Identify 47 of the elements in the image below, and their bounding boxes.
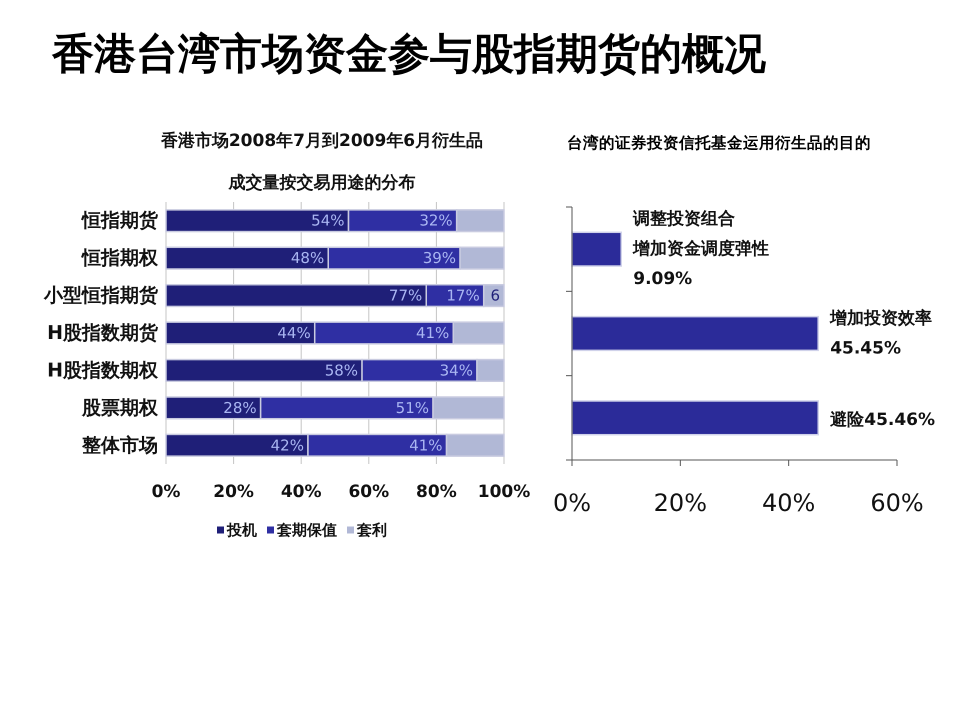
data-label: 45.45%	[830, 338, 901, 358]
legend-label: 套期保值	[276, 521, 337, 539]
data-label: 77%	[388, 286, 422, 305]
legend-label: 投机	[226, 521, 257, 539]
y-tick-label: 增加投资效率	[829, 308, 932, 328]
x-tick-label: 100%	[478, 482, 530, 502]
data-label: 39%	[422, 249, 456, 268]
data-label: 41%	[409, 436, 443, 454]
chart-title: 台湾的证券投资信托基金运用衍生品的目的	[567, 133, 871, 152]
bar	[571, 400, 819, 436]
data-label: 54%	[311, 212, 345, 230]
data-label: 17%	[446, 286, 480, 305]
x-tick-label: 40%	[762, 489, 816, 517]
y-tick-label: 整体市场	[81, 434, 158, 456]
text: 香港市场2008年7月到2009年6月衍生品成交量按交易用途的分布	[160, 131, 484, 193]
data-label: 6	[490, 286, 500, 305]
bar	[571, 316, 819, 352]
y-tick-label: 股票期权	[81, 396, 159, 419]
data-label: 44%	[277, 324, 311, 342]
y-tick-label: 调整投资组合增加资金调度弹性	[632, 209, 770, 260]
x-tick-label: 60%	[348, 482, 390, 502]
y-tick-label: 恒指期货	[81, 210, 159, 232]
data-label: 32%	[419, 212, 453, 230]
y-tick-label: H股指数期权	[47, 359, 159, 382]
data-label: 42%	[270, 436, 304, 454]
data-label: 41%	[416, 324, 450, 342]
data-label: 58%	[324, 361, 358, 380]
data-label: 45.46%	[864, 410, 936, 430]
legend-label: 套利	[356, 521, 387, 539]
data-label: 51%	[396, 398, 430, 417]
x-tick-label: 80%	[416, 482, 457, 502]
x-tick-label: 0%	[152, 482, 180, 502]
x-tick-label: 20%	[213, 482, 254, 502]
x-tick-label: 0%	[552, 489, 592, 517]
bar	[571, 232, 622, 267]
y-tick-label: 避险	[830, 410, 866, 430]
x-tick-label: 20%	[654, 489, 708, 517]
data-label: 48%	[290, 249, 324, 268]
x-tick-label: 60%	[870, 489, 924, 517]
data-label: 9.09%	[633, 269, 692, 290]
data-label: 34%	[440, 361, 473, 380]
y-tick-label: 小型恒指期货	[43, 284, 159, 307]
chart-title: 香港台湾市场资金参与股指期货的概况	[51, 29, 766, 78]
y-tick-label: H股指数期货	[47, 322, 159, 344]
x-tick-label: 40%	[280, 482, 322, 502]
y-tick-label: 恒指期权	[81, 247, 159, 270]
data-label: 28%	[223, 398, 257, 417]
